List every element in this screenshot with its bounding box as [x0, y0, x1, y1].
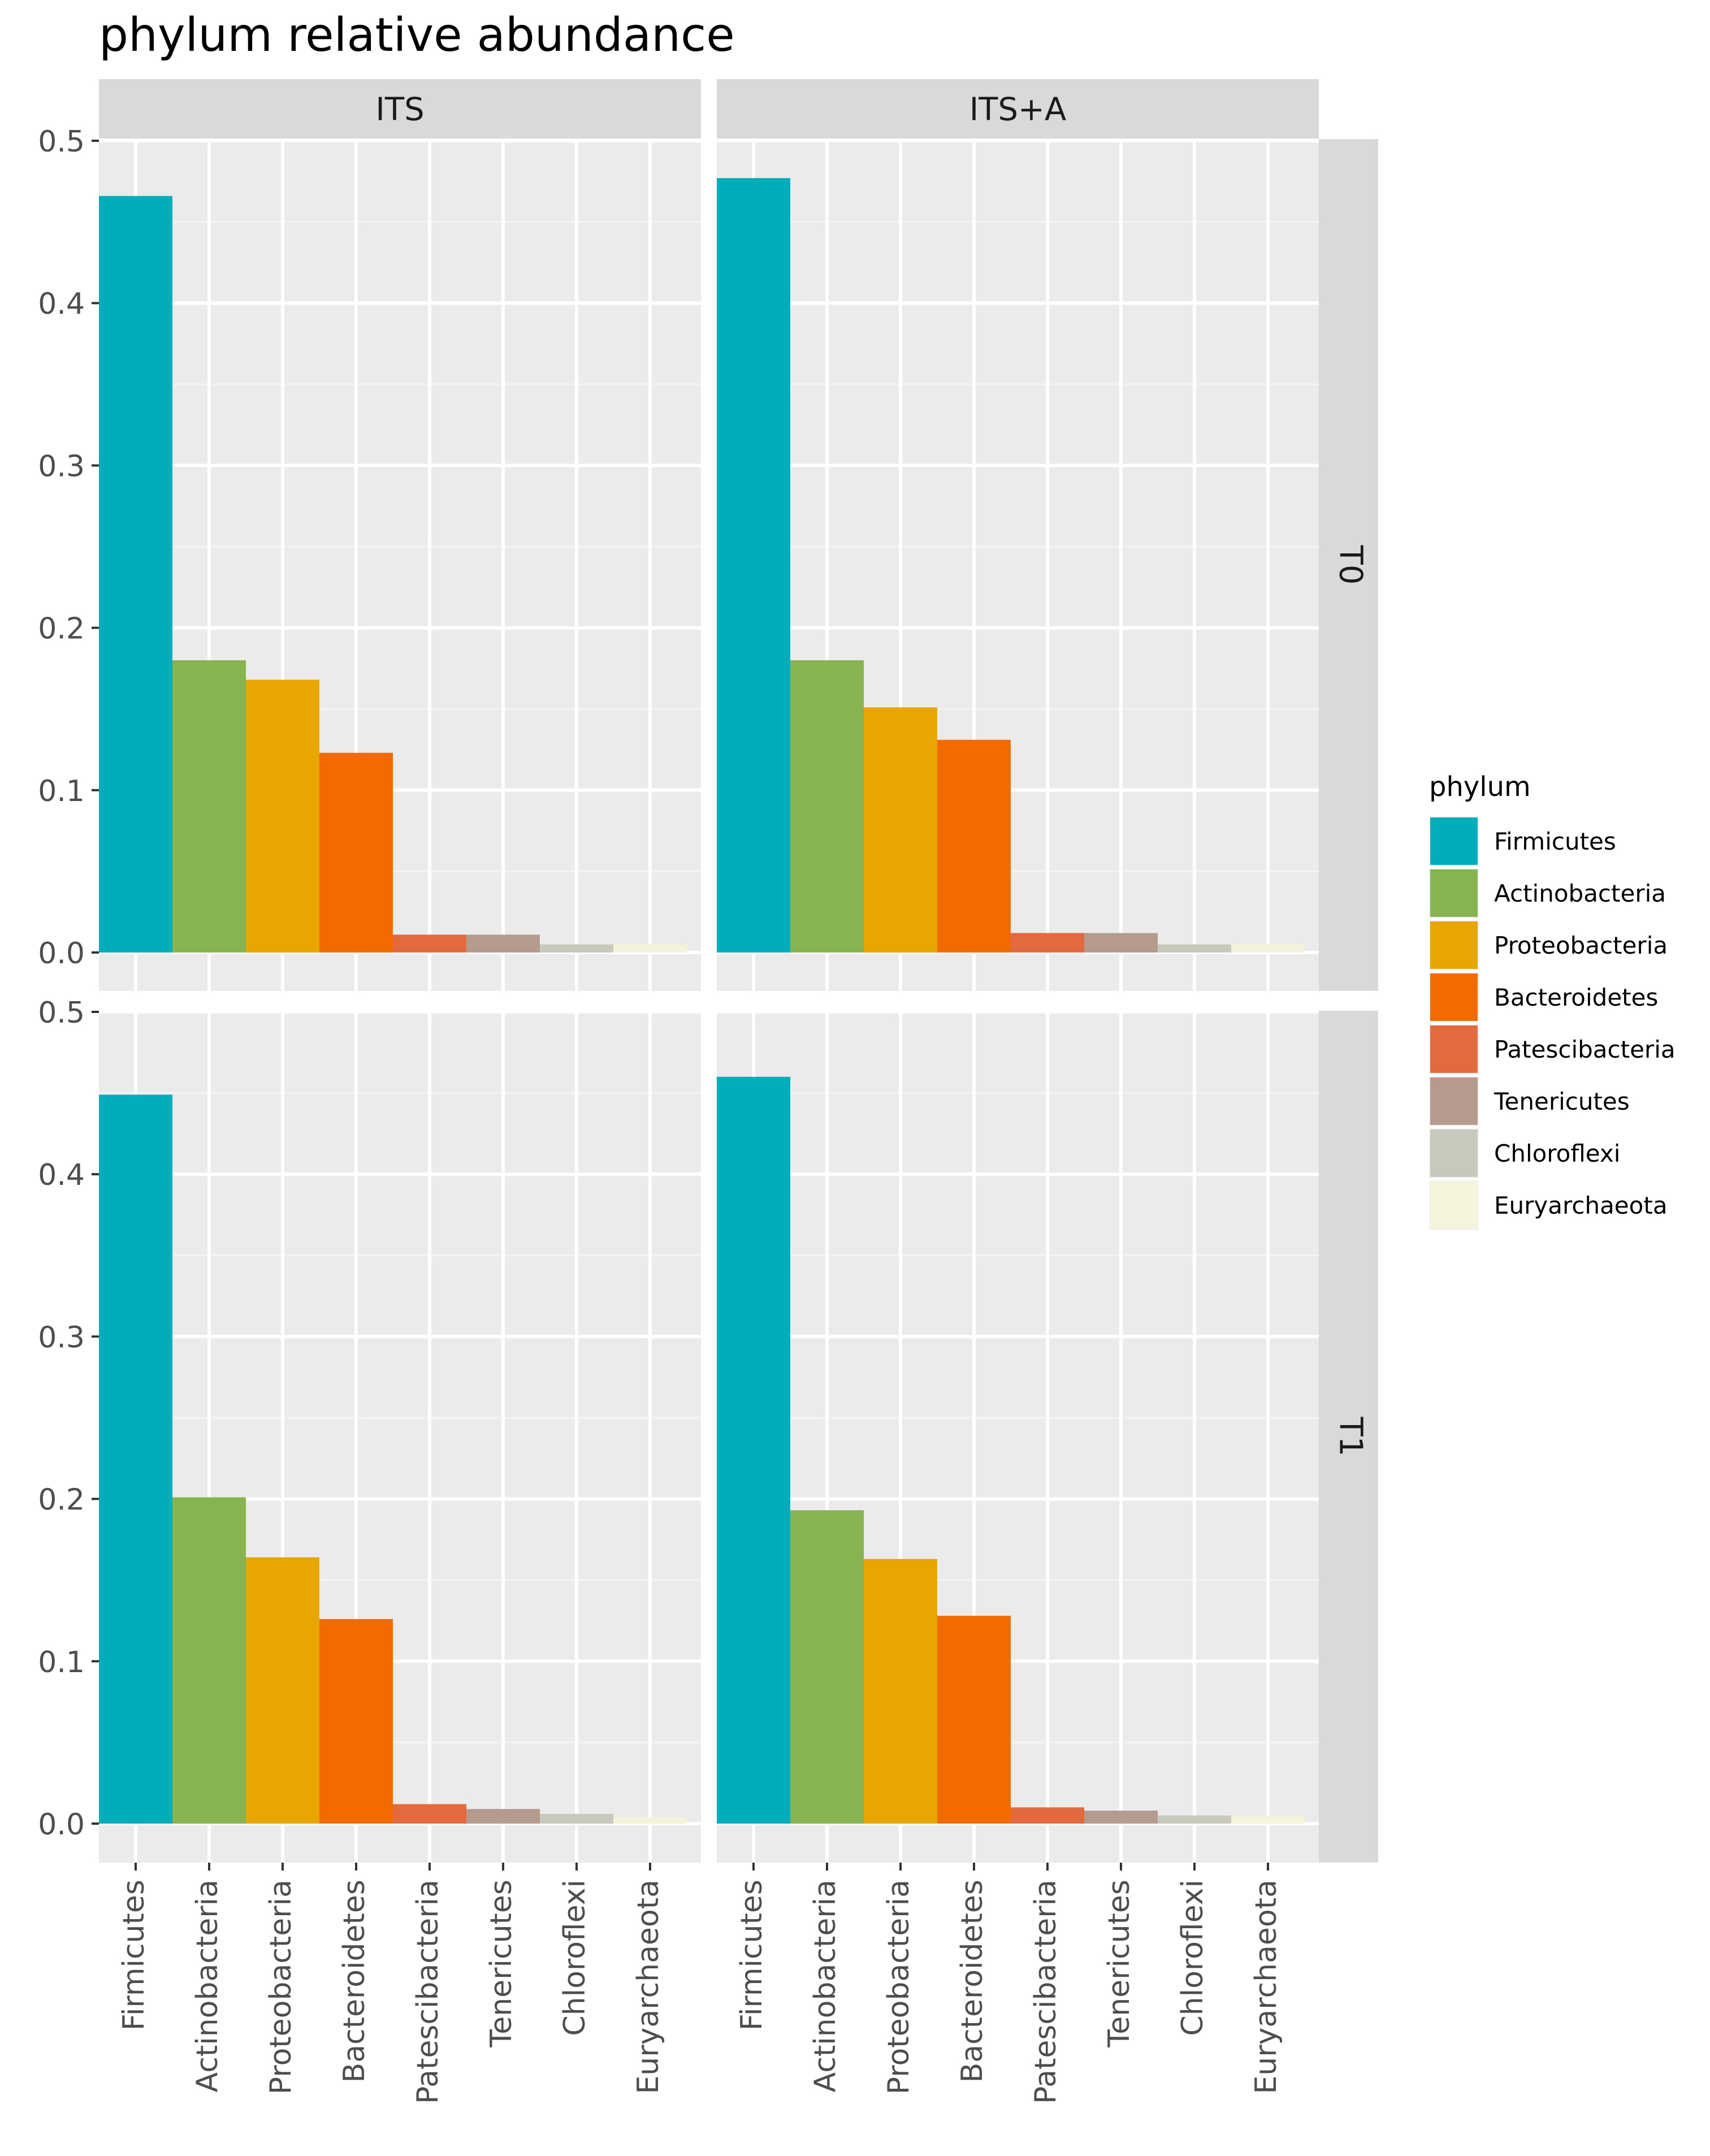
bar-proteobacteria [246, 1557, 319, 1824]
x-tick-label: Patescibacteria [411, 1880, 445, 2104]
legend-label: Chloroflexi [1494, 1140, 1620, 1167]
y-tick-label: 0.2 [38, 1483, 85, 1517]
bar-actinobacteria [790, 1510, 864, 1824]
x-tick-label: Firmicutes [117, 1880, 151, 2031]
y-tick-label: 0.2 [38, 612, 85, 646]
bar-actinobacteria [790, 660, 864, 953]
legend-swatch-patescibacteria [1430, 1025, 1478, 1073]
x-tick-label: Chloroflexi [1176, 1880, 1210, 2036]
bar-chloroflexi [540, 944, 613, 953]
bar-chloroflexi [1158, 1815, 1231, 1824]
y-tick-label: 0.4 [38, 1158, 85, 1192]
row-strip-label-0: T0 [1332, 545, 1369, 585]
x-tick-label: Proteobacteria [882, 1880, 916, 2094]
legend-label: Bacteroidetes [1494, 984, 1658, 1011]
y-tick-label: 0.5 [38, 996, 85, 1030]
x-tick-label: Actinobacteria [191, 1880, 224, 2092]
bar-patescibacteria [393, 934, 466, 953]
legend-label: Firmicutes [1494, 828, 1616, 855]
x-tick-label: Bacteroidetes [337, 1880, 371, 2083]
bar-euryarchaeota [1231, 944, 1305, 953]
bar-firmicutes [717, 1076, 790, 1824]
chart-title: phylum relative abundance [99, 8, 735, 62]
y-tick-label: 0.5 [38, 125, 85, 159]
x-tick-label: Chloroflexi [558, 1880, 592, 2036]
bar-firmicutes [99, 1094, 172, 1824]
legend-swatch-euryarchaeota [1430, 1181, 1478, 1229]
row-strip-1 [1319, 1011, 1378, 1863]
bar-chloroflexi [1158, 944, 1231, 953]
bar-tenericutes [466, 934, 540, 953]
bar-bacteroidetes [937, 739, 1011, 953]
bar-euryarchaeota [1231, 1815, 1305, 1824]
bar-tenericutes [1084, 1811, 1158, 1824]
y-tick-label: 0.0 [38, 1808, 85, 1842]
bar-proteobacteria [864, 707, 937, 953]
bar-bacteroidetes [319, 1619, 393, 1824]
x-tick-label: Tenericutes [1102, 1880, 1136, 2048]
y-tick-label: 0.4 [38, 287, 85, 321]
x-tick-label: Euryarchaeota [631, 1880, 665, 2094]
legend-swatch-proteobacteria [1430, 921, 1478, 969]
row-strip-label-1: T1 [1332, 1417, 1369, 1457]
x-tick-label: Euryarchaeota [1249, 1880, 1283, 2094]
bar-bacteroidetes [319, 752, 393, 953]
x-tick-label: Proteobacteria [264, 1880, 298, 2094]
bar-proteobacteria [246, 679, 319, 953]
legend-swatch-tenericutes [1430, 1077, 1478, 1125]
legend-swatch-firmicutes [1430, 817, 1478, 865]
y-tick-label: 0.1 [38, 1646, 85, 1679]
facet-strip-1 [717, 79, 1319, 138]
legend-title: phylum [1429, 771, 1531, 803]
legend-swatch-chloroflexi [1430, 1129, 1478, 1177]
bar-tenericutes [1084, 933, 1158, 953]
bar-patescibacteria [1011, 1807, 1084, 1824]
bar-chloroflexi [540, 1813, 613, 1824]
legend-label: Actinobacteria [1494, 880, 1666, 907]
y-tick-label: 0.1 [38, 774, 85, 808]
y-tick-label: 0.3 [38, 449, 85, 483]
legend-label: Tenericutes [1493, 1088, 1630, 1115]
legend-swatch-actinobacteria [1430, 869, 1478, 917]
legend-swatch-bacteroidetes [1430, 973, 1478, 1021]
legend-label: Euryarchaeota [1494, 1192, 1668, 1219]
bar-actinobacteria [172, 660, 246, 953]
facet-strip-label-0: ITS [375, 92, 424, 128]
legend-label: Patescibacteria [1494, 1036, 1676, 1063]
row-strip-0 [1319, 139, 1378, 991]
facet-strip-0 [99, 79, 701, 138]
bar-patescibacteria [393, 1804, 466, 1824]
y-tick-label: 0.0 [38, 937, 85, 971]
bar-actinobacteria [172, 1497, 246, 1824]
x-tick-label: Patescibacteria [1029, 1880, 1063, 2104]
bar-euryarchaeota [613, 1817, 687, 1824]
x-tick-label: Bacteroidetes [955, 1880, 989, 2083]
bar-patescibacteria [1011, 933, 1084, 953]
x-tick-label: Tenericutes [484, 1880, 518, 2048]
x-tick-label: Actinobacteria [808, 1880, 842, 2092]
bar-tenericutes [466, 1809, 540, 1824]
bar-bacteroidetes [937, 1616, 1011, 1824]
x-tick-label: Firmicutes [735, 1880, 769, 2031]
bar-euryarchaeota [613, 944, 687, 953]
facet-strip-label-1: ITS+A [969, 92, 1067, 128]
bar-firmicutes [717, 178, 790, 953]
bar-proteobacteria [864, 1558, 937, 1824]
legend-label: Proteobacteria [1494, 932, 1668, 959]
y-tick-label: 0.3 [38, 1321, 85, 1354]
bar-firmicutes [99, 196, 172, 953]
